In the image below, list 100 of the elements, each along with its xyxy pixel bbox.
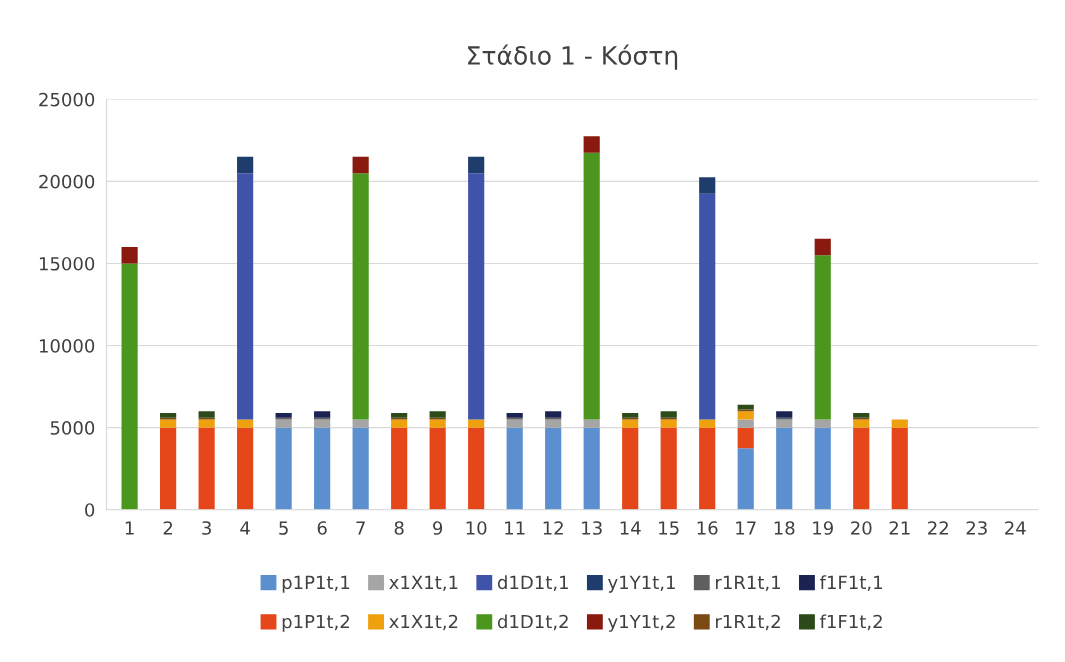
bar: [660, 427, 677, 510]
bar: [545, 427, 562, 510]
bar: [506, 419, 523, 428]
bar: [583, 152, 600, 420]
legend-label: r1R1t,1: [716, 575, 780, 592]
bar: [160, 419, 177, 428]
y-tick-label: 25000: [39, 92, 95, 107]
legend-label: y1Y1t,1: [608, 575, 675, 593]
bar: [699, 193, 716, 420]
bar: [391, 419, 408, 428]
bar: [545, 411, 562, 418]
x-tick-label: 9: [433, 521, 443, 535]
x-tick-label: 13: [582, 521, 602, 535]
y-tick-label: 5000: [50, 421, 95, 435]
bar: [314, 427, 331, 510]
bar: [814, 419, 831, 428]
bar: [160, 427, 177, 510]
y-tick-label: 0: [85, 503, 95, 517]
bar: [506, 427, 523, 510]
bar: [237, 156, 254, 174]
x-tick-label: 23: [966, 521, 987, 535]
bar: [237, 427, 254, 510]
bar: [891, 427, 908, 510]
bar: [814, 427, 831, 510]
x-tick-label: 17: [736, 521, 756, 535]
legend-label: d1D1t,2: [497, 614, 568, 631]
bar: [391, 427, 408, 510]
bar: [699, 419, 716, 428]
x-tick-label: 20: [851, 521, 872, 535]
bar: [660, 411, 677, 418]
bar: [314, 419, 331, 428]
x-tick-label: 4: [240, 521, 250, 535]
y-tick-label: 20000: [39, 174, 95, 189]
bar: [275, 412, 292, 418]
legend-label: f1F1t,1: [819, 575, 882, 592]
bar: [352, 156, 369, 174]
bar: [853, 427, 870, 510]
bar: [314, 411, 331, 418]
bar: [699, 427, 716, 510]
x-tick-label: 11: [505, 521, 525, 535]
bar: [468, 173, 485, 420]
bar: [776, 427, 793, 510]
bar: [506, 412, 523, 418]
bar: [352, 419, 369, 428]
x-tick-label: 7: [356, 521, 365, 535]
x-tick-label: 10: [466, 521, 487, 535]
bar: [737, 419, 754, 428]
legend-label: x1X1t,1: [389, 575, 458, 592]
x-tick-label: 16: [697, 521, 718, 535]
bar: [853, 412, 870, 418]
y-tick-label: 10000: [39, 339, 95, 353]
chart-title: Στάδιο 1 - Κόστη: [468, 44, 678, 70]
bar: [121, 263, 138, 510]
bar: [198, 411, 215, 418]
bar: [814, 255, 831, 420]
bar: [583, 427, 600, 510]
x-tick-label: 15: [659, 521, 679, 535]
x-tick-label: 8: [394, 521, 404, 535]
bar: [737, 404, 754, 410]
legend-label: x1X1t,2: [389, 614, 458, 631]
bar: [429, 419, 446, 428]
x-tick-label: 12: [543, 521, 563, 535]
bar: [468, 427, 485, 510]
bar: [198, 427, 215, 510]
x-tick-label: 22: [928, 521, 948, 535]
bar: [237, 419, 254, 428]
x-tick-label: 6: [317, 521, 327, 535]
legend-label: p1P1t,2: [282, 614, 349, 632]
bar: [737, 427, 754, 449]
bar: [660, 419, 677, 428]
x-tick-label: 18: [774, 521, 795, 535]
bar: [160, 412, 177, 418]
bar: [814, 238, 831, 256]
bar: [853, 419, 870, 428]
legend-label: y1Y1t,2: [608, 614, 675, 632]
bar: [583, 136, 600, 153]
x-tick-label: 21: [889, 521, 910, 535]
x-tick-label: 24: [1005, 521, 1026, 535]
x-tick-label: 19: [813, 521, 833, 535]
bar: [429, 411, 446, 418]
bar: [583, 419, 600, 428]
bar: [468, 156, 485, 174]
bar: [545, 419, 562, 428]
y-tick-label: 15000: [39, 256, 95, 271]
bar: [622, 412, 639, 418]
bar: [429, 427, 446, 510]
x-tick-label: 3: [202, 521, 211, 535]
bar: [776, 411, 793, 418]
legend-label: p1P1t,1: [282, 575, 350, 593]
bar: [737, 411, 754, 420]
bar: [699, 177, 716, 194]
bar: [622, 427, 639, 510]
x-tick-label: 2: [163, 521, 173, 535]
x-tick-label: 1: [125, 521, 134, 535]
bar: [468, 419, 485, 428]
bar: [275, 419, 292, 428]
x-tick-label: 5: [279, 521, 288, 535]
bar: [352, 427, 369, 510]
bar: [121, 247, 138, 264]
bar: [622, 419, 639, 428]
